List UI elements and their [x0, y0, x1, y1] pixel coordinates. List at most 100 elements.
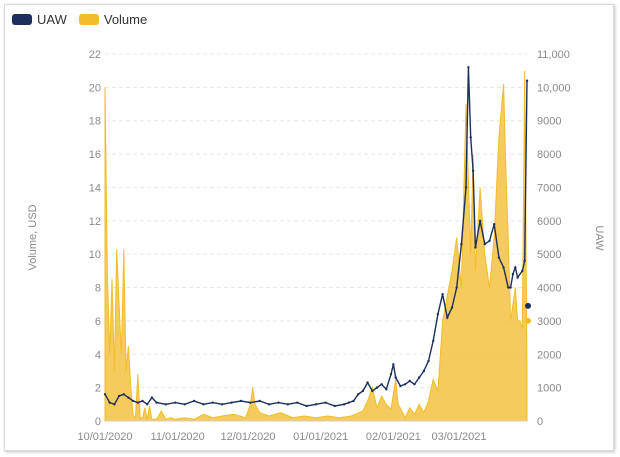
uaw-point — [286, 403, 290, 406]
uaw-point — [455, 286, 458, 289]
uaw-point — [385, 388, 388, 391]
right-tick-label: 1000 — [537, 383, 561, 395]
right-tick-label: 3000 — [537, 316, 561, 328]
uaw-point — [305, 404, 308, 408]
right-tick-label: 6000 — [537, 216, 561, 228]
uaw-point — [375, 386, 379, 389]
uaw-point — [417, 376, 421, 379]
legend-label-uaw: UAW — [37, 12, 67, 27]
uaw-point — [146, 403, 149, 406]
x-tick-label: 10/01/2020 — [77, 431, 132, 443]
uaw-point — [352, 399, 355, 403]
uaw-point — [296, 401, 299, 404]
uaw-end-marker[interactable] — [525, 302, 531, 309]
uaw-point — [342, 403, 346, 406]
uaw-point — [371, 389, 374, 393]
uaw-point — [361, 389, 365, 393]
right-tick-label: 9000 — [537, 116, 561, 128]
uaw-point — [403, 383, 407, 386]
left-tick-label: 22 — [89, 49, 101, 61]
left-tick-label: 6 — [95, 316, 101, 328]
uaw-point — [117, 394, 121, 398]
left-axis-ticks: 0 2 4 6 8 10 12 14 16 18 20 22 — [89, 49, 101, 428]
uaw-point — [314, 403, 318, 406]
right-tick-label: 0 — [537, 416, 543, 428]
uaw-point — [474, 246, 477, 249]
uaw-point — [324, 401, 327, 404]
uaw-point — [514, 266, 517, 269]
x-tick-label: 03/01/2021 — [431, 431, 486, 443]
legend-label-volume: Volume — [103, 12, 148, 27]
left-tick-label: 10 — [89, 249, 101, 261]
uaw-point — [492, 222, 496, 226]
uaw-point — [408, 379, 411, 383]
x-tick-label: 11/01/2020 — [151, 431, 205, 443]
volume-end-marker[interactable] — [525, 317, 531, 324]
uaw-point — [366, 381, 369, 384]
uaw-point — [511, 273, 515, 276]
uaw-point — [103, 393, 107, 396]
uaw-point — [509, 286, 512, 289]
uaw-point — [239, 399, 243, 403]
uaw-point — [422, 369, 426, 373]
left-tick-label: 16 — [89, 149, 101, 161]
uaw-point — [483, 242, 486, 246]
volume-area — [104, 70, 528, 422]
uaw-point — [488, 239, 491, 243]
uaw-point — [127, 396, 130, 399]
right-tick-label: 4000 — [537, 283, 561, 295]
uaw-point — [525, 79, 529, 82]
right-tick-label: 11,000 — [537, 49, 570, 61]
left-tick-label: 8 — [95, 283, 101, 295]
x-tick-label: 02/01/2021 — [366, 431, 421, 443]
left-tick-label: 20 — [89, 82, 101, 94]
uaw-point — [507, 286, 510, 289]
uaw-point — [413, 383, 416, 386]
uaw-point — [183, 403, 186, 406]
uaw-point — [394, 376, 397, 379]
uaw-point — [155, 401, 158, 404]
uaw-point — [211, 401, 215, 404]
uaw-point — [141, 399, 144, 403]
uaw-point — [122, 393, 125, 396]
uaw-point — [357, 393, 360, 396]
x-axis-ticks: 10/01/2020 11/01/2020 12/01/2020 01/01/2021… — [77, 431, 486, 443]
left-axis-title: Volume, USD — [27, 204, 39, 270]
uaw-point — [471, 169, 475, 172]
uaw-point — [516, 276, 519, 279]
uaw-point — [523, 259, 526, 263]
right-tick-label: 8000 — [537, 149, 561, 161]
uaw-point — [521, 269, 524, 273]
left-tick-label: 18 — [89, 116, 101, 128]
uaw-point — [192, 399, 196, 403]
left-tick-label: 0 — [95, 416, 101, 428]
right-axis-title: UAW — [593, 225, 605, 251]
uaw-point — [392, 363, 395, 366]
uaw-point — [277, 401, 280, 404]
uaw-point — [427, 359, 430, 363]
x-tick-label: 12/01/2020 — [220, 431, 275, 443]
legend-item-uaw[interactable]: UAW — [12, 12, 67, 27]
uaw-point — [150, 396, 154, 399]
uaw-point — [249, 401, 252, 404]
left-tick-label: 4 — [95, 349, 101, 361]
uaw-point — [108, 401, 111, 404]
uaw-point — [113, 403, 116, 406]
left-tick-label: 2 — [95, 383, 101, 395]
legend-swatch-uaw — [12, 14, 32, 25]
right-tick-label: 7000 — [537, 182, 561, 194]
uaw-point — [478, 219, 482, 223]
uaw-point — [164, 403, 168, 406]
x-tick-label: 01/01/2021 — [293, 431, 348, 443]
uaw-point — [136, 401, 140, 404]
right-axis-ticks: 0 1000 2000 3000 4000 5000 6000 7000 8000 9000 10,… — [537, 49, 571, 428]
uaw-point — [131, 399, 135, 403]
legend-item-volume[interactable]: Volume — [78, 12, 148, 27]
left-tick-label: 12 — [89, 216, 101, 228]
uaw-point — [467, 66, 470, 69]
legend-swatch-volume — [78, 14, 99, 25]
uaw-point — [432, 339, 435, 343]
uaw-point — [497, 256, 501, 259]
chart-legend: UAW Volume — [12, 12, 147, 27]
uaw-point — [267, 403, 271, 406]
